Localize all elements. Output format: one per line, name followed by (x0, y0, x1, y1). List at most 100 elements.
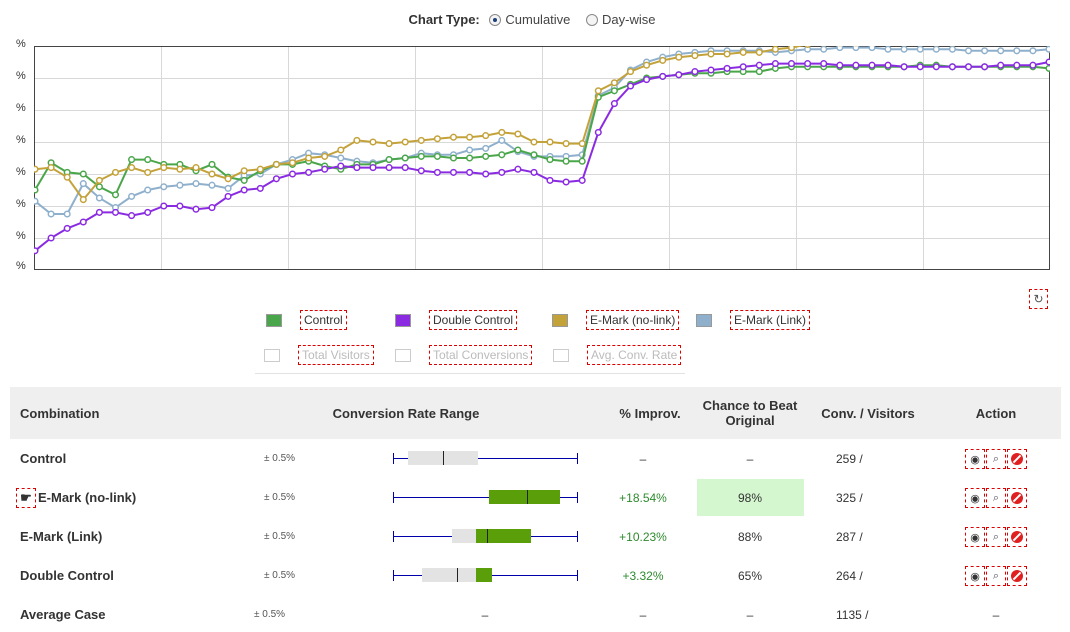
data-point (964, 63, 973, 71)
magnifier-icon[interactable]: ⌕ (986, 527, 1006, 547)
data-point (755, 61, 763, 69)
error-margin: ± 0.5% (264, 570, 296, 581)
data-point (916, 46, 924, 53)
data-point (272, 160, 280, 168)
magnifier-icon[interactable]: ⌕ (986, 449, 1006, 469)
legend-label-emark-nolink[interactable]: E-Mark (no-link) (586, 310, 680, 330)
y-tick-label: % (16, 134, 26, 146)
header-combination: Combination (20, 405, 100, 421)
data-point (34, 197, 39, 205)
view-icon[interactable]: ◉ (965, 449, 985, 469)
range-whisker (393, 497, 577, 498)
data-point (288, 159, 297, 167)
data-point (208, 170, 216, 178)
error-margin: ± 0.5% (264, 453, 296, 464)
data-point (981, 63, 989, 71)
data-point (820, 60, 828, 68)
table-row: Control ± 0.5% – – 259 / ◉ ⌕ (10, 439, 1061, 478)
cumulative-option-label[interactable]: Cumulative (505, 12, 571, 27)
data-point (755, 68, 763, 76)
data-point (610, 100, 618, 108)
legend-label-emark-link[interactable]: E-Mark (Link) (730, 310, 811, 330)
data-point (192, 205, 200, 213)
magnifier-icon[interactable]: ⌕ (986, 488, 1006, 508)
data-point (95, 208, 103, 216)
chance-value: – (746, 607, 754, 622)
data-point (79, 170, 87, 178)
legend-label-control[interactable]: Control (300, 310, 347, 330)
y-tick-label: % (16, 70, 26, 82)
error-margin: ± 0.5% (264, 531, 296, 542)
winner-hand-icon: ☛ (16, 487, 36, 508)
magnifier-icon[interactable]: ⌕ (986, 566, 1006, 586)
improvement-value: – (639, 607, 647, 622)
legend-label-avg-conv-rate[interactable]: Avg. Conv. Rate (587, 345, 682, 365)
data-point (626, 82, 635, 90)
range-median (457, 568, 458, 582)
range-cap-high (577, 453, 578, 464)
data-point (369, 138, 377, 146)
data-point (530, 151, 538, 159)
data-point (836, 61, 844, 69)
stop-icon[interactable] (1007, 449, 1027, 469)
legend-swatch-emark-link (696, 314, 712, 327)
stop-icon[interactable] (1007, 566, 1027, 586)
data-point (804, 46, 811, 48)
data-point (594, 128, 602, 136)
view-icon[interactable]: ◉ (965, 566, 985, 586)
data-point (482, 170, 490, 178)
data-point (659, 72, 667, 80)
header-action: Action (975, 405, 1017, 421)
refresh-icon[interactable]: ↻ (1029, 289, 1048, 309)
data-point (659, 56, 667, 64)
data-point (111, 191, 120, 199)
data-point (900, 46, 908, 53)
cumulative-radio[interactable] (489, 14, 502, 26)
data-point (144, 208, 152, 216)
data-point (433, 135, 441, 143)
legend-swatch-control (266, 314, 282, 327)
range-cap-low (393, 531, 394, 542)
legend-divider (255, 373, 685, 374)
data-point (514, 165, 522, 173)
data-point (675, 71, 683, 79)
data-point (79, 180, 87, 188)
data-point (691, 68, 699, 76)
data-point (482, 132, 490, 140)
chance-value: 98% (737, 490, 763, 505)
data-point (224, 184, 232, 192)
data-point (948, 46, 956, 53)
range-median (443, 451, 444, 465)
legend-label-total-conversions[interactable]: Total Conversions (429, 345, 533, 365)
data-point (160, 202, 168, 210)
data-point (176, 165, 184, 173)
data-point (176, 202, 184, 210)
day-wise-radio[interactable] (586, 14, 599, 26)
data-point (385, 140, 393, 148)
data-point (1045, 46, 1050, 53)
improvement-value: +10.23% (619, 529, 667, 544)
data-point (47, 164, 55, 172)
data-point (610, 79, 618, 87)
data-point (997, 47, 1005, 55)
error-margin: ± 0.5% (254, 609, 286, 620)
data-point (79, 218, 87, 226)
view-icon[interactable]: ◉ (965, 488, 985, 508)
range-whisker (393, 458, 577, 459)
legend-label-total-visitors[interactable]: Total Visitors (298, 345, 374, 365)
data-point (128, 156, 136, 164)
legend-label-double-control[interactable]: Double Control (429, 310, 518, 330)
data-point (498, 128, 506, 136)
day-wise-option-label[interactable]: Day-wise (602, 12, 656, 27)
stop-icon[interactable] (1007, 488, 1027, 508)
stop-icon[interactable] (1007, 527, 1027, 547)
data-point (804, 60, 812, 68)
view-icon[interactable]: ◉ (965, 527, 985, 547)
series-line-1 (34, 61, 1050, 252)
data-point (272, 175, 280, 183)
data-point (111, 208, 120, 216)
data-point (578, 140, 586, 148)
data-point (546, 156, 554, 164)
data-point (240, 167, 248, 175)
data-point (369, 164, 377, 172)
